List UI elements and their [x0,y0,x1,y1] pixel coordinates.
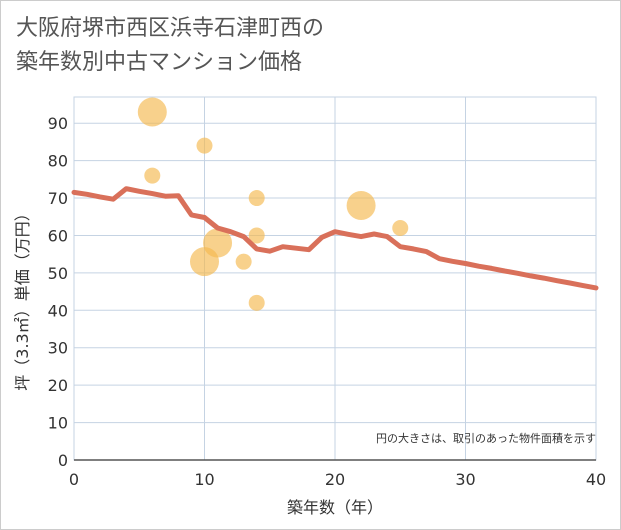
y-axis-label: 坪（3.3㎡）単価（万円） [13,205,32,390]
x-tick-label: 30 [455,470,475,489]
chart-title-line1: 大阪府堺市西区浜寺石津町西の [16,16,325,41]
bubble-point [392,219,409,236]
y-tick-label: 0 [58,451,68,470]
tick-labels: 0 10 20 30 40 50 60 70 80 90 0 10 20 30 40 [48,114,607,489]
y-tick-label: 30 [48,339,68,358]
bubble-point [235,253,252,270]
bubble-point [248,190,265,207]
bubble-point [144,167,161,184]
y-tick-label: 90 [48,114,68,133]
trend-line [71,186,599,291]
y-tick-label: 60 [48,226,68,245]
chart-title-line2: 築年数別中古マンション価格 [16,50,303,75]
bubble-point [203,228,233,258]
y-tick-label: 70 [48,189,68,208]
bubble-point [196,137,213,154]
x-tick-label: 40 [586,470,606,489]
bubble-point [248,227,265,244]
y-tick-label: 10 [48,414,68,433]
x-tick-label: 10 [194,470,214,489]
size-note: 円の大きさは、取引のあった物件面積を示す [376,431,596,445]
y-tick-label: 50 [48,264,68,283]
bubbles-layer [137,97,409,311]
y-tick-label: 40 [48,301,68,320]
x-tick-label: 20 [325,470,345,489]
bubble-point [137,97,167,127]
grid-lines [73,96,597,461]
y-tick-label: 20 [48,376,68,395]
x-axis-label: 築年数（年） [287,498,383,517]
bubble-point [248,294,265,311]
y-tick-label: 80 [48,152,68,171]
chart-title: 大阪府堺市西区浜寺石津町西の 築年数別中古マンション価格 [16,12,324,80]
bubble-point [346,191,376,221]
x-tick-label: 0 [69,470,79,489]
